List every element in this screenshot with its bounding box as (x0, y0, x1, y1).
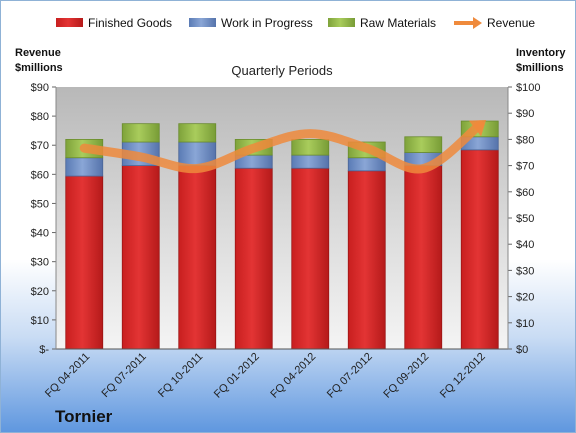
right-tick-label: $40 (516, 239, 534, 251)
legend-label-revenue: Revenue (487, 16, 535, 30)
left-tick-label: $- (39, 344, 49, 356)
legend-item-revenue: Revenue (454, 16, 535, 30)
right-tick-label: $30 (516, 265, 534, 277)
legend-item-finished-goods: Finished Goods (56, 16, 172, 30)
legend-label-raw-materials: Raw Materials (360, 16, 436, 30)
legend: Finished Goods Work in Progress Raw Mate… (56, 16, 535, 30)
bar-finished-goods (347, 170, 386, 350)
bar-finished-goods (404, 165, 443, 350)
legend-label-finished-goods: Finished Goods (88, 16, 172, 30)
bar-work-in-progress (347, 157, 386, 172)
legend-arrow-revenue (473, 17, 482, 29)
right-tick-label: $90 (516, 108, 534, 120)
right-axis-title-line2: $millions (516, 62, 564, 74)
company-name: Tornier (55, 407, 113, 426)
right-tick-label: $70 (516, 161, 534, 173)
revenue-series (79, 119, 487, 174)
category-label: FQ 01-2012 (212, 351, 262, 401)
category-label: FQ 07-2011 (99, 351, 148, 400)
right-tick-label: $100 (516, 82, 540, 94)
left-axis-title-line1: Revenue (15, 47, 61, 59)
right-tick-label: $80 (516, 134, 534, 146)
revenue-arrowhead (468, 119, 487, 137)
left-axis-title-line2: $millions (15, 62, 63, 74)
right-tick-label: $10 (516, 318, 534, 330)
right-axis: $0 $10 $20 $30 $40 $50 $60 $70 $80 $90 $100 (508, 82, 540, 356)
chart-title: Quarterly Periods (231, 63, 333, 78)
bar-raw-materials (404, 136, 443, 153)
category-label: FQ 10-2011 (156, 351, 205, 400)
bar-finished-goods (65, 175, 104, 350)
category-label: FQ 12-2012 (438, 351, 488, 401)
legend-label-work-in-progress: Work in Progress (221, 16, 313, 30)
bar-series (65, 120, 499, 350)
left-tick-label: $40 (31, 228, 49, 240)
bar-finished-goods (234, 167, 273, 350)
category-axis: FQ 04-2011 FQ 07-2011 FQ 10-2011 FQ 01-2012… (43, 351, 488, 401)
bar-finished-goods (121, 165, 160, 350)
bar-finished-goods (460, 149, 499, 350)
right-axis-title-line1: Inventory (516, 47, 566, 59)
bar-raw-materials (291, 138, 330, 156)
bar-raw-materials (121, 123, 160, 143)
left-tick-label: $60 (31, 169, 49, 181)
category-label: FQ 04-2012 (268, 351, 318, 401)
bar-work-in-progress (65, 157, 104, 177)
bar-finished-goods (178, 165, 217, 350)
bar-work-in-progress (291, 154, 330, 169)
left-tick-label: $90 (31, 82, 49, 94)
right-tick-label: $0 (516, 344, 528, 356)
legend-item-work-in-progress: Work in Progress (189, 16, 313, 30)
bar-finished-goods (291, 167, 330, 350)
left-tick-label: $50 (31, 198, 49, 210)
category-label: FQ 09-2012 (381, 351, 431, 401)
right-tick-label: $60 (516, 187, 534, 199)
left-tick-label: $30 (31, 257, 49, 269)
revenue-line (79, 120, 485, 174)
legend-item-raw-materials: Raw Materials (328, 16, 436, 30)
left-axis: $- $10 $20 $30 $40 $50 $60 $70 $80 $90 (31, 82, 56, 356)
legend-swatch-finished-goods (56, 18, 83, 27)
category-label: FQ 07-2012 (325, 351, 375, 401)
left-tick-label: $70 (31, 140, 49, 152)
right-tick-label: $20 (516, 292, 534, 304)
legend-swatch-raw-materials (328, 18, 355, 27)
left-tick-label: $20 (31, 286, 49, 298)
category-label: FQ 04-2011 (43, 351, 92, 400)
right-tick-label: $50 (516, 213, 534, 225)
left-tick-label: $10 (31, 315, 49, 327)
left-tick-label: $80 (31, 111, 49, 123)
bar-raw-materials (178, 123, 217, 143)
legend-swatch-work-in-progress (189, 18, 216, 27)
